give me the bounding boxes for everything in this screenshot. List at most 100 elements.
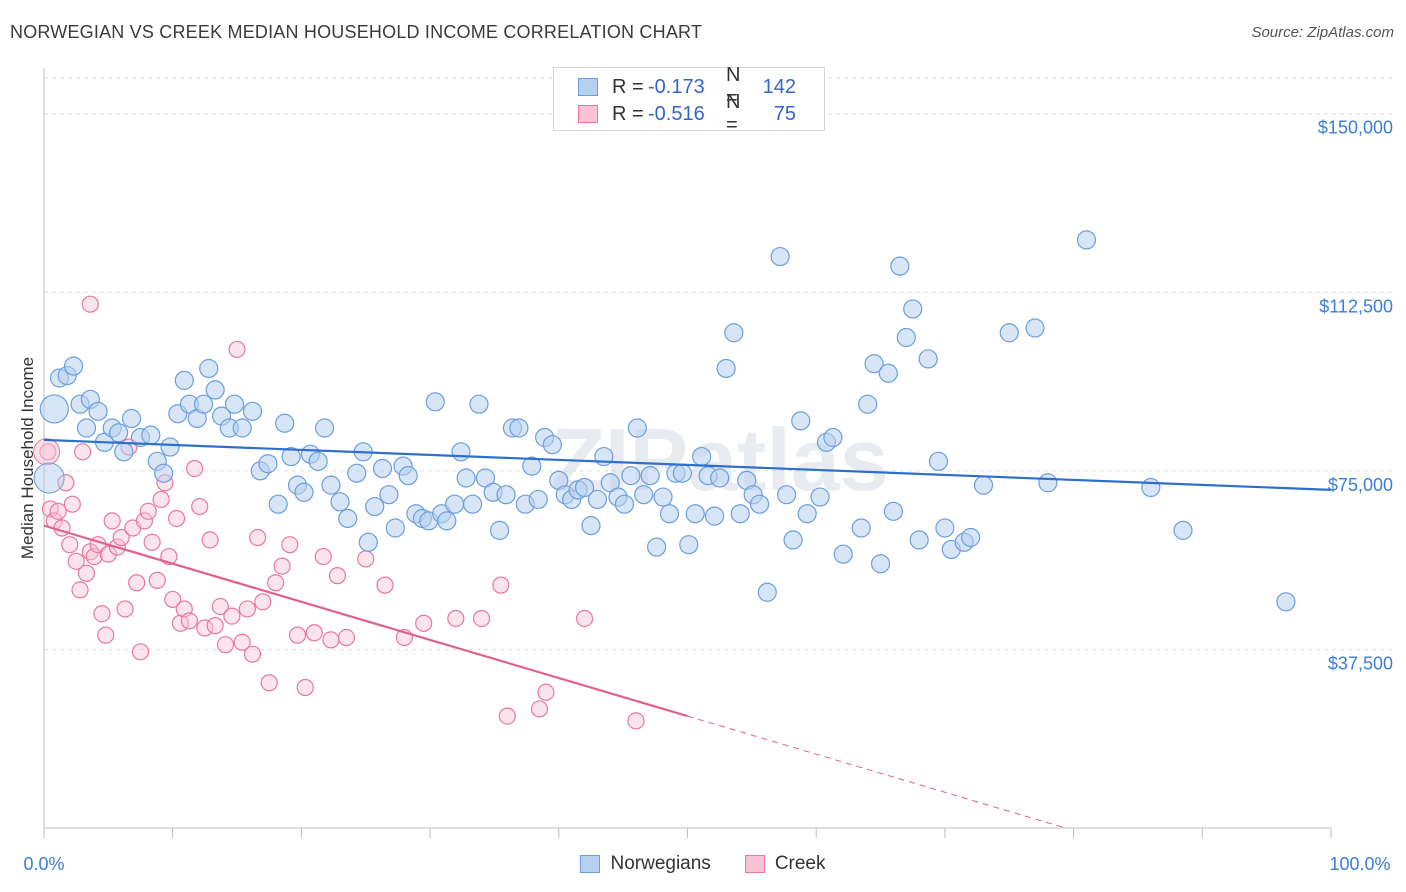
- norwegian-point: [76, 418, 97, 438]
- creek-point: [254, 593, 272, 611]
- creek-point: [74, 443, 92, 461]
- norwegian-point: [634, 485, 654, 505]
- norwegian-point: [469, 394, 489, 414]
- norwegian-point: [1141, 477, 1161, 498]
- norwegian-point: [141, 425, 161, 445]
- legend-item-creek[interactable]: Creek: [744, 852, 826, 876]
- norwegian-point: [1276, 592, 1296, 612]
- tick-labels: $37,500 $75,000 $112,500 $150,000 0.0% 100.0%: [23, 118, 1393, 874]
- y-tick-label: $150,000: [1318, 118, 1393, 138]
- legend-row-norwegians: R = -0.173 N = 142: [578, 64, 796, 109]
- norwegian-point: [39, 394, 69, 424]
- creek-point: [243, 645, 262, 663]
- n-value: 75: [773, 102, 796, 125]
- norwegian-point: [1038, 473, 1058, 493]
- creek-point: [238, 600, 256, 618]
- creek-trend-extension: [687, 715, 1066, 829]
- norwegian-point: [935, 518, 955, 538]
- norwegian-point: [890, 256, 910, 276]
- creek-point: [164, 590, 182, 609]
- norwegian-point: [1173, 520, 1193, 540]
- creek-point: [223, 607, 241, 625]
- norwegian-point: [496, 485, 516, 505]
- norwegian-point: [757, 582, 777, 602]
- norwegian-point: [338, 508, 358, 529]
- norwegian-point: [451, 442, 471, 462]
- norwegian-point: [347, 463, 367, 483]
- norwegian-point: [918, 349, 938, 369]
- creek-point: [49, 502, 67, 520]
- norwegian-point: [462, 494, 483, 514]
- series-legend: Norwegians Creek: [0, 852, 1406, 876]
- creek-point: [143, 533, 161, 551]
- norwegian-point: [199, 358, 219, 379]
- creek-points: [33, 295, 645, 730]
- norwegian-point: [114, 442, 134, 462]
- norwegian-point: [627, 418, 647, 438]
- y-tick-label: $37,500: [1328, 653, 1393, 673]
- norwegian-point: [385, 518, 405, 538]
- norwegian-point: [896, 327, 916, 348]
- creek-point: [112, 528, 130, 547]
- norwegian-point: [776, 485, 797, 505]
- norwegian-point: [823, 427, 843, 448]
- norwegian-point: [685, 504, 705, 524]
- creek-point: [61, 536, 79, 554]
- creek-point: [152, 490, 170, 509]
- r-label: R =: [612, 102, 644, 125]
- creek-point: [201, 531, 219, 549]
- creek-point: [472, 609, 491, 628]
- norwegian-point: [587, 489, 608, 510]
- norwegian-point: [314, 418, 335, 438]
- norwegian-point: [154, 463, 174, 483]
- norwegian-point: [121, 408, 142, 429]
- norwegian-point: [730, 504, 750, 524]
- norwegian-point: [64, 356, 84, 376]
- trend-lines: [43, 438, 1332, 829]
- r-value: -0.516: [648, 102, 705, 125]
- norwegian-point: [232, 418, 252, 438]
- creek-point: [228, 340, 246, 359]
- creek-point: [81, 295, 99, 313]
- legend-item-norwegians[interactable]: Norwegians: [580, 852, 711, 876]
- norwegian-point: [724, 323, 744, 343]
- norwegian-point: [398, 466, 418, 486]
- norwegian-point: [437, 511, 457, 531]
- norwegian-point: [864, 354, 884, 374]
- norwegian-point: [833, 544, 853, 564]
- norwegian-point: [224, 394, 245, 414]
- norwegian-point: [679, 535, 699, 555]
- norwegian-point: [365, 496, 385, 517]
- norwegian-point: [193, 394, 214, 414]
- norwegian-points: [33, 230, 1296, 612]
- norwegian-point: [258, 454, 278, 474]
- creek-point: [498, 707, 516, 725]
- norwegian-point: [489, 520, 510, 540]
- norwegian-point: [522, 456, 542, 476]
- norwegian-point: [710, 468, 730, 488]
- norwegian-point: [372, 458, 393, 479]
- norwegian-point: [456, 468, 476, 488]
- creek-point: [128, 574, 146, 592]
- norwegian-point: [878, 363, 898, 383]
- norwegian-point: [33, 462, 65, 494]
- creek-point: [211, 597, 229, 616]
- norwegian-point: [716, 358, 736, 379]
- creek-point: [447, 609, 465, 628]
- norwegian-point: [1076, 230, 1097, 250]
- norwegian-point: [109, 423, 129, 443]
- x-tick-label-end: 100.0%: [1329, 854, 1390, 874]
- norwegian-point: [308, 451, 328, 471]
- creek-swatch: [744, 855, 765, 873]
- creek-point: [260, 674, 278, 692]
- norwegian-point: [783, 530, 803, 550]
- creek-point: [357, 550, 375, 568]
- norwegian-point: [542, 435, 562, 455]
- creek-point: [196, 619, 214, 637]
- creek-point: [233, 633, 251, 651]
- creek-point: [415, 614, 433, 632]
- creek-point: [77, 564, 96, 582]
- creek-point: [328, 567, 347, 585]
- norwegian-point: [242, 401, 263, 421]
